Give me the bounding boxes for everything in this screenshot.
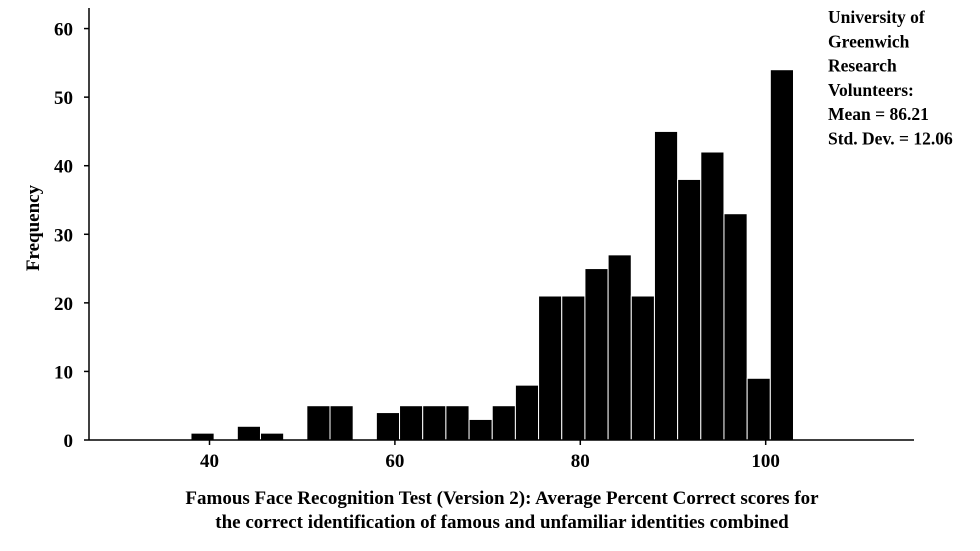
histogram-bar (653, 130, 679, 441)
histogram-bar (422, 405, 447, 441)
bars-group (190, 69, 794, 441)
y-tick-label: 60 (54, 20, 73, 41)
histogram-bar (769, 69, 794, 441)
histogram-bar (399, 405, 424, 441)
histogram-bar (746, 377, 771, 441)
x-axis-title-line-2: the correct identification of famous and… (215, 512, 789, 533)
x-axis-ticks: 40 60 80 100 (200, 440, 780, 472)
histogram-bar (329, 405, 354, 441)
y-tick-label: 0 (64, 431, 74, 452)
histogram-bar (259, 432, 285, 441)
stats-annotation: University of Greenwich Research Volunteers… (828, 7, 953, 149)
histogram-bar (190, 432, 215, 441)
annotation-line: Volunteers: (828, 80, 914, 100)
histogram-bar (700, 151, 725, 441)
histogram-bar (538, 295, 563, 441)
histogram-bar (584, 268, 609, 441)
histogram-bar (607, 254, 632, 441)
histogram-bar (491, 405, 516, 441)
histogram-bar (306, 405, 331, 441)
histogram-bar (468, 418, 493, 441)
annotation-line: Std. Dev. = 12.06 (828, 129, 953, 149)
y-axis-title: Frequency (23, 184, 44, 271)
annotation-line: Mean = 86.21 (828, 104, 929, 124)
y-tick-label: 30 (54, 225, 73, 246)
x-tick-label: 60 (385, 451, 404, 472)
y-tick-label: 50 (54, 88, 73, 109)
annotation-line: Research (828, 56, 897, 76)
x-tick-label: 100 (751, 451, 780, 472)
histogram-bar (561, 295, 586, 441)
histogram-bar (677, 178, 702, 441)
x-tick-label: 40 (200, 451, 219, 472)
y-tick-label: 40 (54, 157, 73, 178)
annotation-line: Greenwich (828, 31, 910, 51)
histogram-bar (514, 384, 540, 441)
x-axis-title-line-1: Famous Face Recognition Test (Version 2)… (185, 488, 819, 509)
y-axis-ticks: 0 10 20 30 40 50 60 (54, 20, 89, 452)
histogram-bar (630, 295, 655, 441)
histogram-bar (375, 412, 401, 441)
y-tick-label: 10 (54, 362, 73, 383)
x-tick-label: 80 (571, 451, 590, 472)
histogram-bar (445, 405, 470, 441)
annotation-line: University of (828, 7, 925, 27)
y-tick-label: 20 (54, 294, 73, 315)
histogram-bar (236, 425, 261, 441)
histogram-bar (723, 213, 748, 441)
